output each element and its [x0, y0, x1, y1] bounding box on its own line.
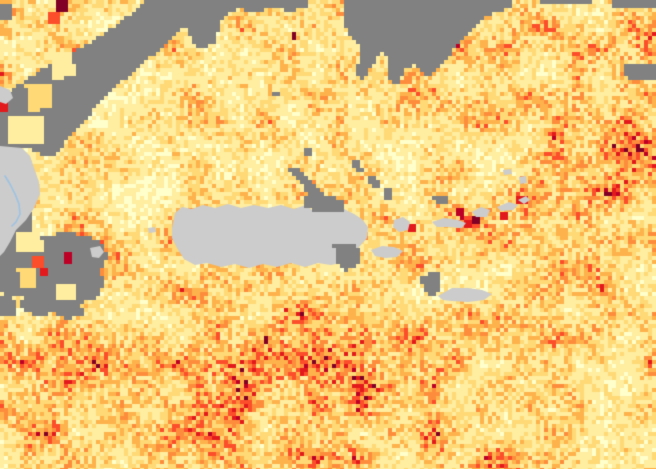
map-viewport[interactable] — [0, 0, 656, 469]
ocean-heatmap-canvas — [0, 0, 656, 469]
